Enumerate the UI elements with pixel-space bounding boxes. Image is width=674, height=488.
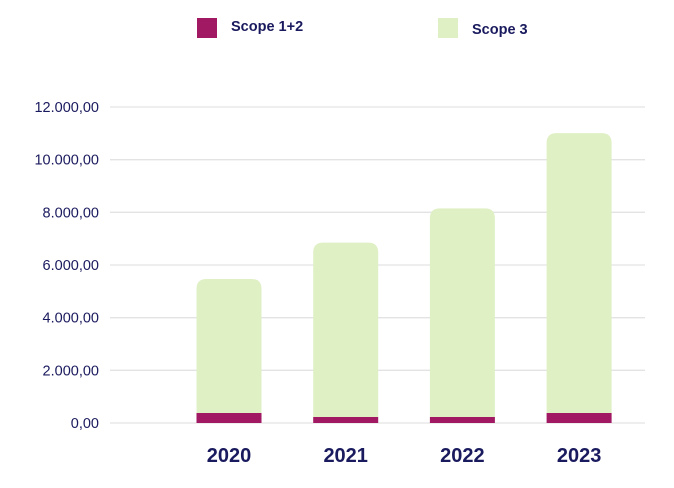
y-tick-label: 6.000,00 bbox=[43, 258, 99, 274]
y-tick-label: 0,00 bbox=[71, 416, 99, 432]
x-tick-label: 2023 bbox=[557, 445, 602, 467]
y-tick-label: 4.000,00 bbox=[43, 311, 99, 327]
bar-scope-3-2022 bbox=[429, 208, 495, 417]
y-tick-label: 2.000,00 bbox=[43, 363, 99, 379]
legend-label: Scope 1+2 bbox=[231, 19, 303, 35]
x-tick-label: 2021 bbox=[323, 445, 368, 467]
x-tick-label: 2020 bbox=[207, 445, 252, 467]
y-tick-label: 10.000,00 bbox=[34, 153, 99, 169]
legend-label: Scope 3 bbox=[472, 22, 528, 38]
bar-scope-1-2-2021 bbox=[313, 416, 379, 423]
bar-scope-3-2021 bbox=[313, 242, 379, 417]
bar-scope-1-2-2022 bbox=[429, 416, 495, 423]
y-tick-label: 8.000,00 bbox=[43, 205, 99, 221]
legend-swatch bbox=[438, 18, 458, 38]
y-tick-label: 12.000,00 bbox=[34, 100, 99, 116]
legend-swatch bbox=[197, 18, 217, 38]
bar-scope-3-2020 bbox=[196, 278, 262, 413]
x-tick-label: 2022 bbox=[440, 445, 485, 467]
bar-scope-3-2023 bbox=[546, 133, 612, 413]
bar-scope-1-2-2020 bbox=[196, 412, 262, 423]
bar-scope-1-2-2023 bbox=[546, 412, 612, 423]
